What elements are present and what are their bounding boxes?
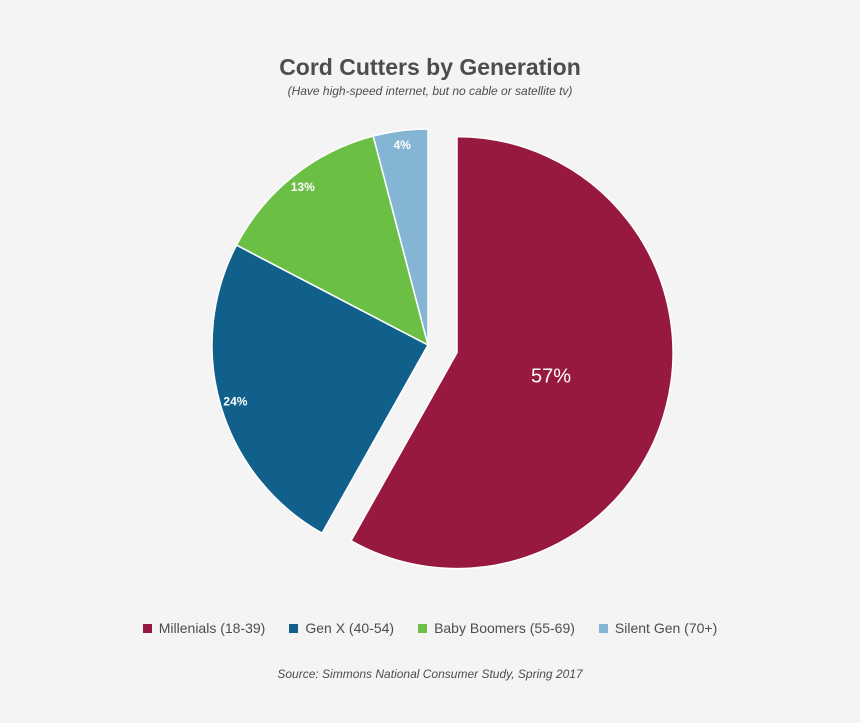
chart-subtitle: (Have high-speed internet, but no cable … <box>287 84 573 98</box>
pie-slice-3 <box>372 128 429 346</box>
pie-slice-label-3: 4% <box>394 138 412 152</box>
legend-item-0: Millenials (18-39) <box>142 620 266 636</box>
pie-slice-label-2: 13% <box>291 180 315 194</box>
legend-swatch-3 <box>598 623 608 633</box>
chart-legend: Millenials (18-39) Gen X (40-54) Baby Boom… <box>0 620 860 636</box>
legend-label-0: Millenials (18-39) <box>158 620 266 636</box>
pie-slice-2 <box>235 135 430 347</box>
pie-slice-label-0: 57% <box>531 366 571 388</box>
chart-source: Source: Simmons National Consumer Study,… <box>277 667 583 681</box>
legend-label-2: Baby Boomers (55-69) <box>434 620 575 636</box>
legend-item-2: Baby Boomers (55-69) <box>418 620 575 636</box>
pie-slice-0 <box>350 135 674 570</box>
chart-title: Cord Cutters by Generation <box>279 54 581 80</box>
legend-item-3: Silent Gen (70+) <box>598 620 718 636</box>
legend-label-3: Silent Gen (70+) <box>614 620 718 636</box>
legend-swatch-0 <box>142 623 152 633</box>
pie-slice-label-1: 24% <box>223 394 247 408</box>
legend-swatch-2 <box>418 623 428 633</box>
legend-label-1: Gen X (40-54) <box>305 620 395 636</box>
legend-item-1: Gen X (40-54) <box>289 620 394 636</box>
legend-swatch-1 <box>289 623 299 633</box>
